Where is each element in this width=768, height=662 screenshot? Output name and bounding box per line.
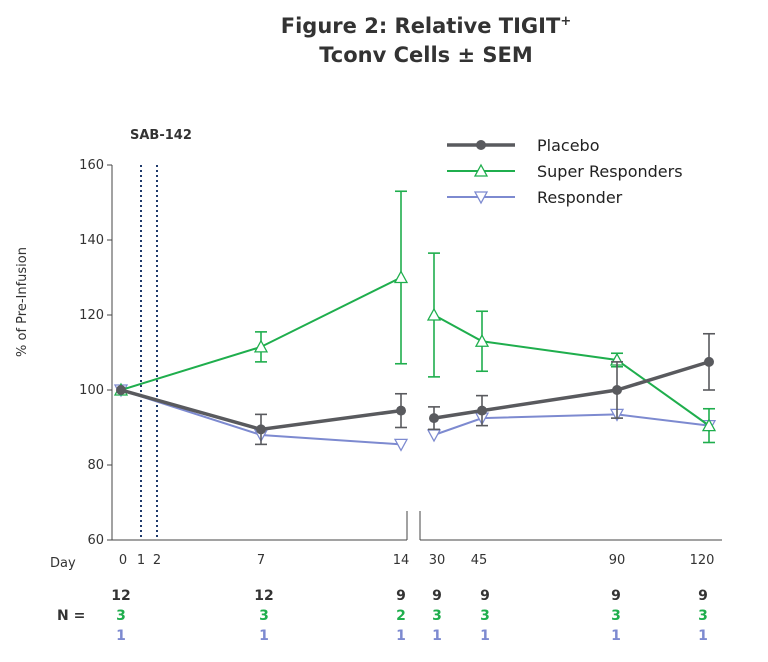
legend-super-responders-label: Super Responders [537, 162, 683, 181]
y-tick-label: 100 [79, 383, 104, 398]
y-axis-label: % of Pre-Infusion [15, 247, 30, 357]
x-tick-label: 90 [609, 553, 626, 568]
super-responders-point [701, 418, 717, 432]
n-count: 1 [259, 628, 269, 644]
n-count: 1 [116, 628, 126, 644]
placebo-point [704, 356, 714, 367]
n-count: 3 [611, 608, 621, 624]
x-tick-label: 120 [690, 553, 715, 568]
n-count: 1 [396, 628, 406, 644]
super-responders-line [433, 314, 710, 427]
placebo-point [116, 385, 126, 395]
x-tick-label: 2 [153, 553, 161, 568]
chart-title-line1: Figure 2: Relative TIGIT+ [281, 14, 571, 38]
y-tick-label: 120 [79, 308, 104, 323]
responder-point [393, 438, 409, 452]
chart-title-superscript: + [560, 14, 571, 29]
x-tick-label: 14 [393, 553, 410, 568]
chart-title-main: Figure 2: Relative TIGIT [281, 14, 561, 38]
n-count: 9 [611, 588, 621, 604]
legend-placebo-marker [476, 140, 486, 150]
super-responders-point [426, 307, 442, 321]
x-tick-label: 7 [257, 553, 265, 568]
placebo-point [477, 405, 487, 416]
n-count: 1 [480, 628, 490, 644]
n-count: 3 [432, 608, 442, 624]
n-count: 12 [254, 588, 273, 604]
x-tick-label: 1 [137, 553, 145, 568]
y-tick-label: 140 [79, 233, 104, 248]
x-tick-label: 30 [429, 553, 446, 568]
placebo-point [396, 405, 406, 416]
responder-point [426, 429, 442, 443]
y-tick-label: 80 [87, 458, 104, 473]
n-count: 3 [698, 608, 708, 624]
n-count: 9 [396, 588, 406, 604]
legend-super-responders-marker [473, 163, 489, 177]
legend-placebo-label: Placebo [537, 136, 599, 155]
n-count: 1 [432, 628, 442, 644]
x-tick-label: 45 [471, 553, 488, 568]
n-count: 9 [698, 588, 708, 604]
x-axis-label: Day [50, 556, 76, 571]
n-count: 9 [432, 588, 442, 604]
n-count: 1 [611, 628, 621, 644]
n-label: N = [57, 608, 85, 624]
legend-responder-marker [473, 191, 489, 205]
n-count: 9 [480, 588, 490, 604]
placebo-line [433, 360, 710, 420]
placebo-point [612, 385, 622, 395]
y-tick-label: 60 [87, 533, 104, 548]
chart-title-line2: Tconv Cells ± SEM [319, 43, 533, 67]
placebo-point [429, 413, 439, 424]
super-responders-point [393, 270, 409, 284]
n-count: 3 [480, 608, 490, 624]
n-count: 3 [259, 608, 269, 624]
n-count: 12 [111, 588, 130, 604]
placebo-point [256, 424, 266, 435]
x-tick-label: 0 [119, 553, 127, 568]
n-count: 2 [396, 608, 406, 624]
super-responders-point [253, 339, 269, 353]
responder-line [433, 413, 710, 436]
n-count: 1 [698, 628, 708, 644]
legend-responder-label: Responder [537, 188, 623, 207]
n-count: 3 [116, 608, 126, 624]
super-responders-point [474, 333, 490, 347]
dosing-label: SAB-142 [130, 128, 192, 143]
y-tick-label: 160 [79, 158, 104, 173]
